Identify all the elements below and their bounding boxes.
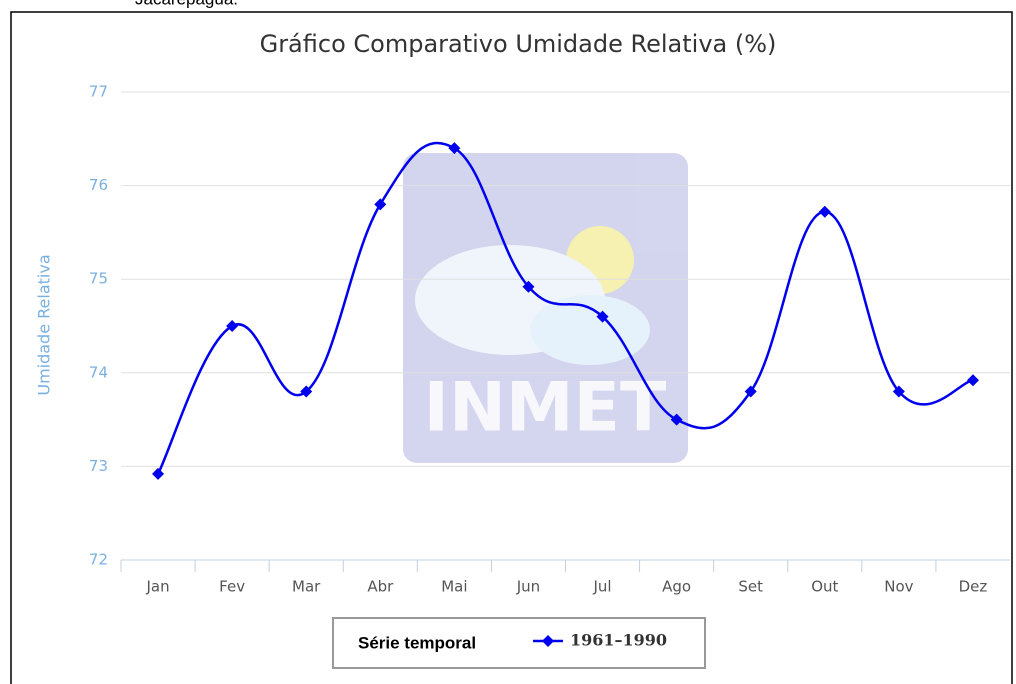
x-tick-label: Ago bbox=[662, 578, 691, 596]
data-point bbox=[522, 280, 535, 293]
data-point bbox=[226, 320, 239, 332]
y-tick-label: 77 bbox=[89, 83, 108, 101]
x-tick-label: Mai bbox=[441, 578, 467, 596]
y-tick-label: 75 bbox=[89, 270, 108, 288]
legend-marker bbox=[542, 635, 554, 647]
x-tick-label: Dez bbox=[959, 578, 988, 596]
legend-title: Série temporal bbox=[358, 633, 476, 652]
data-point bbox=[818, 205, 831, 218]
data-point bbox=[300, 385, 313, 398]
data-point bbox=[596, 310, 609, 323]
y-axis-title: Umidade Relativa bbox=[35, 254, 54, 395]
header-text: Jacarepaguá. bbox=[135, 0, 238, 8]
frame bbox=[10, 11, 1013, 684]
x-tick-label: Jan bbox=[145, 578, 169, 596]
chart-title: Gráfico Comparativo Umidade Relativa (%) bbox=[260, 30, 777, 58]
y-tick-label: 74 bbox=[89, 363, 108, 381]
data-point bbox=[744, 385, 757, 398]
data-point bbox=[670, 413, 683, 426]
legend-box bbox=[332, 617, 706, 669]
data-point bbox=[966, 374, 979, 387]
x-tick-label: Set bbox=[738, 578, 763, 596]
data-point bbox=[152, 467, 165, 480]
x-tick-label: Nov bbox=[884, 578, 913, 596]
y-tick-label: 76 bbox=[89, 176, 108, 194]
legend-label[interactable]: 1961–1990 bbox=[570, 631, 667, 650]
x-tick-label: Out bbox=[811, 578, 838, 596]
x-tick-label: Abr bbox=[367, 578, 394, 596]
x-tick-label: Mar bbox=[292, 578, 321, 596]
series-line bbox=[156, 141, 974, 475]
watermark-text: INMET bbox=[424, 369, 667, 448]
data-point bbox=[374, 198, 387, 211]
y-tick-label: 72 bbox=[89, 551, 108, 569]
x-tick-label: Fev bbox=[219, 578, 245, 596]
data-point bbox=[892, 385, 905, 398]
data-point bbox=[448, 142, 461, 155]
x-tick-label: Jun bbox=[516, 578, 540, 596]
y-tick-label: 73 bbox=[89, 457, 108, 475]
x-tick-label: Jul bbox=[592, 578, 611, 596]
watermark-logo bbox=[403, 153, 688, 463]
